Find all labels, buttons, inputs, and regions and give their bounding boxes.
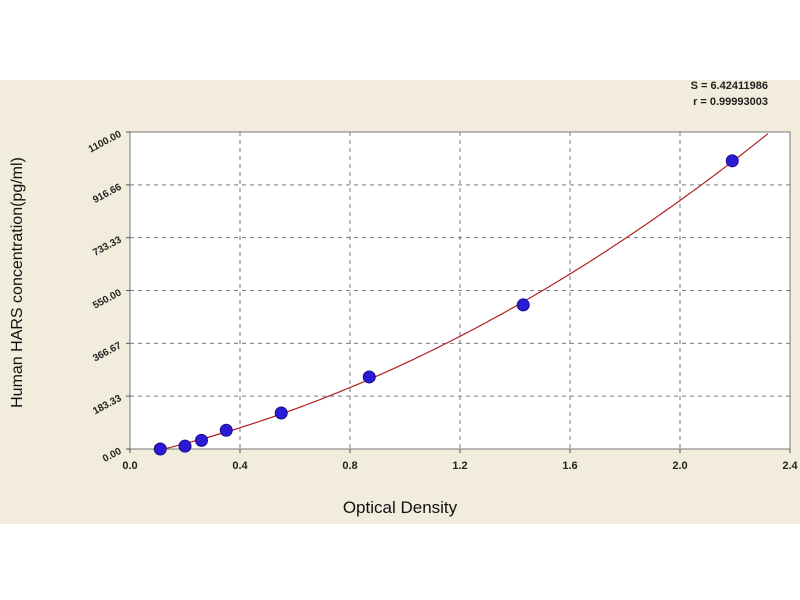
data-point <box>362 370 376 384</box>
chart-svg: 0.0 0.4 0.8 1.2 1.6 2.0 2.4 0.00 183.33 366.67 550… <box>9 129 799 517</box>
y-tick-label: 550.00 <box>91 287 124 311</box>
stat-r: r = 0.99993003 <box>693 96 768 108</box>
x-tick-label: 0.8 <box>342 460 357 472</box>
chart-container: S = 6.42411986 r = 0.99993003 0.0 0.4 0.8 1… <box>0 80 800 524</box>
y-axis-title: Human HARS concentration(pg/ml) <box>9 157 26 408</box>
data-point <box>516 298 530 312</box>
x-tick-label: 1.6 <box>562 460 577 472</box>
x-tick-label: 1.2 <box>452 460 467 472</box>
y-tick-label: 733.33 <box>91 234 124 258</box>
x-tick-label: 2.4 <box>782 460 798 472</box>
data-point <box>195 433 208 447</box>
data-point <box>725 154 739 168</box>
stat-s: S = 6.42411986 <box>690 80 768 92</box>
y-tick-label: 1100.00 <box>87 129 124 156</box>
y-tick-label: 366.67 <box>91 340 124 364</box>
y-tick-label: 183.33 <box>91 393 124 417</box>
data-point <box>153 442 167 456</box>
data-point <box>274 406 288 420</box>
x-axis-title: Optical Density <box>343 498 458 517</box>
x-tick-label: 0.4 <box>232 460 248 472</box>
data-point <box>219 423 233 437</box>
y-tick-label: 0.00 <box>101 446 124 465</box>
fit-curve <box>160 133 769 450</box>
data-point <box>178 439 192 453</box>
y-tick-label: 916.66 <box>91 182 124 206</box>
x-tick-label: 2.0 <box>672 460 687 472</box>
x-tick-label: 0.0 <box>122 460 137 472</box>
